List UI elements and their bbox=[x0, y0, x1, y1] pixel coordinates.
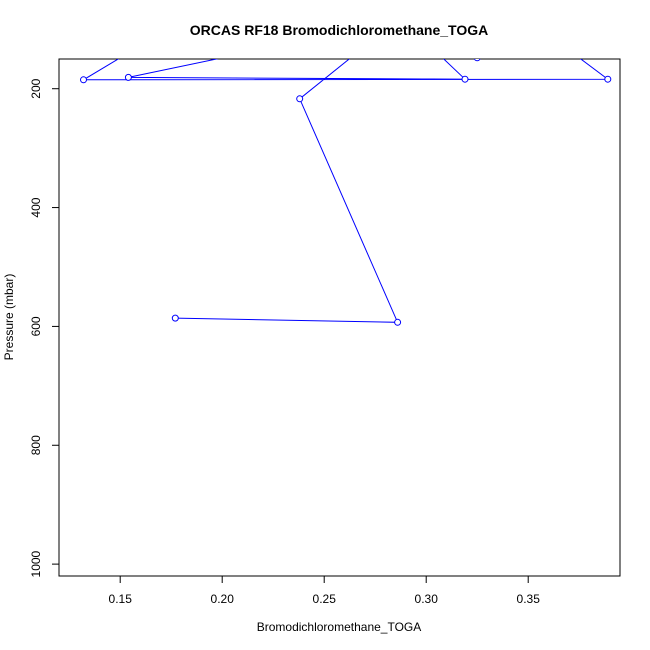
data-point bbox=[394, 318, 402, 326]
series-line bbox=[81, 59, 610, 323]
plot-frame bbox=[58, 58, 621, 577]
x-axis: 0.15 0.20 0.25 0.30 0.35 bbox=[109, 576, 541, 606]
data-point bbox=[124, 73, 132, 81]
y-axis-label: Pressure (mbar) bbox=[2, 274, 16, 361]
x-axis-label: Bromodichloromethane_TOGA bbox=[257, 620, 422, 634]
data-point bbox=[171, 314, 179, 322]
y-tick-label: 800 bbox=[29, 435, 43, 455]
x-tick-label: 0.25 bbox=[313, 592, 337, 606]
series-layer bbox=[80, 59, 612, 326]
y-tick-label: 1000 bbox=[29, 550, 43, 577]
y-tick-label: 600 bbox=[29, 316, 43, 336]
data-point bbox=[296, 95, 304, 103]
y-axis: 200 400 600 800 1000 bbox=[29, 78, 59, 577]
x-tick-label: 0.35 bbox=[517, 592, 541, 606]
data-point bbox=[604, 75, 612, 83]
y-tick-label: 200 bbox=[29, 78, 43, 98]
data-point bbox=[80, 76, 87, 84]
data-point bbox=[461, 75, 469, 83]
x-tick-label: 0.30 bbox=[415, 592, 439, 606]
data-point bbox=[473, 59, 481, 62]
y-tick-label: 400 bbox=[29, 197, 43, 217]
chart-title: ORCAS RF18 Bromodichloromethane_TOGA bbox=[190, 22, 488, 38]
x-tick-label: 0.20 bbox=[211, 592, 235, 606]
x-tick-label: 0.15 bbox=[109, 592, 133, 606]
